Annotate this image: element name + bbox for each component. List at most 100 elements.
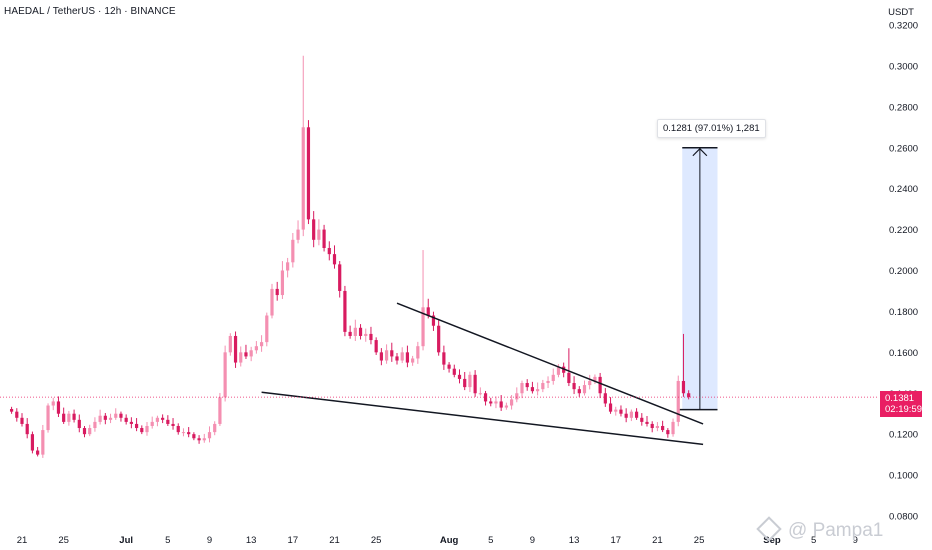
y-tick-label: 0.2800 (889, 102, 918, 113)
candle-body (405, 352, 410, 363)
candle-body (426, 307, 430, 316)
x-tick-label: 25 (58, 535, 69, 546)
logo-icon (756, 516, 782, 542)
candle-body (463, 378, 467, 388)
candle-body (666, 430, 670, 435)
candle-body (270, 288, 274, 316)
y-tick-label: 0.2000 (889, 266, 918, 277)
candle-body (317, 229, 321, 240)
candle-body (494, 401, 498, 404)
candle-body (286, 262, 290, 271)
candle-body (400, 352, 404, 361)
candlestick-series (9, 55, 691, 458)
candle-body (661, 425, 665, 431)
candle-body (411, 358, 415, 363)
candle-body (36, 450, 40, 455)
candle-body (457, 374, 462, 379)
candle-body (478, 393, 482, 395)
candle-body (25, 423, 29, 435)
candle-body (431, 315, 436, 326)
candle-body (416, 346, 420, 359)
x-tick-label: 13 (569, 535, 580, 546)
candle-body (62, 413, 66, 422)
candle-body (301, 127, 305, 230)
candle-body (447, 364, 451, 369)
candle-body (228, 335, 232, 353)
candle-body (207, 432, 212, 439)
y-tick-label: 0.0800 (889, 512, 918, 523)
candle-body (9, 408, 14, 412)
candle-body (30, 434, 35, 451)
x-tick-label: 9 (530, 535, 535, 546)
y-tick-label: 0.1600 (889, 348, 918, 359)
candle-body (140, 428, 144, 433)
candle-body (197, 438, 201, 441)
candle-body (551, 374, 555, 381)
candle-body (254, 346, 258, 351)
candle-body (353, 327, 357, 336)
candle-body (192, 434, 196, 439)
candle-body (41, 430, 45, 455)
last-price-value: 0.1381 (885, 393, 915, 404)
candle-body (244, 352, 248, 357)
watermark: @ Pampa1 (756, 516, 884, 542)
candle-body (343, 290, 347, 332)
y-tick-label: 0.2400 (889, 184, 918, 195)
candle-body (390, 350, 394, 357)
candle-body (421, 307, 425, 347)
candle-body (181, 432, 186, 434)
candle-body (384, 350, 389, 361)
candle-body (15, 411, 19, 418)
candle-body (452, 368, 456, 375)
x-tick-label: 21 (329, 535, 340, 546)
x-tick-label: 5 (488, 535, 493, 546)
candle-body (614, 409, 618, 412)
candle-body (223, 352, 227, 398)
y-tick-label: 0.3200 (889, 21, 918, 32)
y-tick-label: 0.1200 (889, 430, 918, 441)
x-tick-label: 5 (165, 535, 170, 546)
candle-body (582, 385, 587, 394)
candle-body (108, 417, 113, 420)
candle-body (608, 403, 613, 412)
candle-body (619, 409, 623, 414)
price-range-measure[interactable] (679, 147, 718, 411)
y-axis[interactable]: 0.08000.10000.12000.14000.16000.18000.20… (889, 21, 918, 523)
x-tick-label: Jul (119, 535, 133, 546)
candle-body (499, 401, 503, 408)
candle-body (72, 413, 76, 420)
candle-body (275, 288, 279, 296)
candle-body (88, 428, 92, 435)
last-price-tag: 0.1381 02:19:59 (880, 391, 922, 417)
candle-body (567, 372, 571, 384)
candle-body (525, 383, 529, 388)
candle-body (442, 352, 446, 365)
y-tick-label: 0.2600 (889, 143, 918, 154)
watermark-text: @ Pampa1 (788, 520, 884, 541)
candle-body (312, 219, 316, 240)
candle-body (374, 340, 378, 353)
candle-body (515, 393, 519, 400)
x-tick-label: 13 (246, 535, 257, 546)
candle-body (233, 335, 238, 363)
candle-body (645, 421, 649, 424)
candle-body (213, 423, 217, 433)
trendline-lower (261, 391, 704, 446)
candle-body (655, 425, 660, 429)
candle-body (676, 380, 680, 422)
candle-body (176, 425, 180, 433)
candle-body (598, 376, 602, 394)
candle-body (98, 415, 102, 422)
candle-body (296, 229, 300, 240)
x-axis[interactable]: 21 25 Jul 5 9 13 17 21 25 Aug 5 9 13 17 21 25 Sep 5 9 (17, 535, 858, 546)
x-tick-label: 5 (811, 535, 816, 546)
candle-body (161, 417, 165, 420)
candle-body (306, 127, 311, 220)
candle-body (46, 405, 50, 431)
candle-body (134, 423, 139, 429)
candle-body (77, 419, 81, 429)
trendlines[interactable] (261, 302, 704, 446)
candle-body (155, 417, 160, 422)
x-tick-label: 25 (694, 535, 705, 546)
